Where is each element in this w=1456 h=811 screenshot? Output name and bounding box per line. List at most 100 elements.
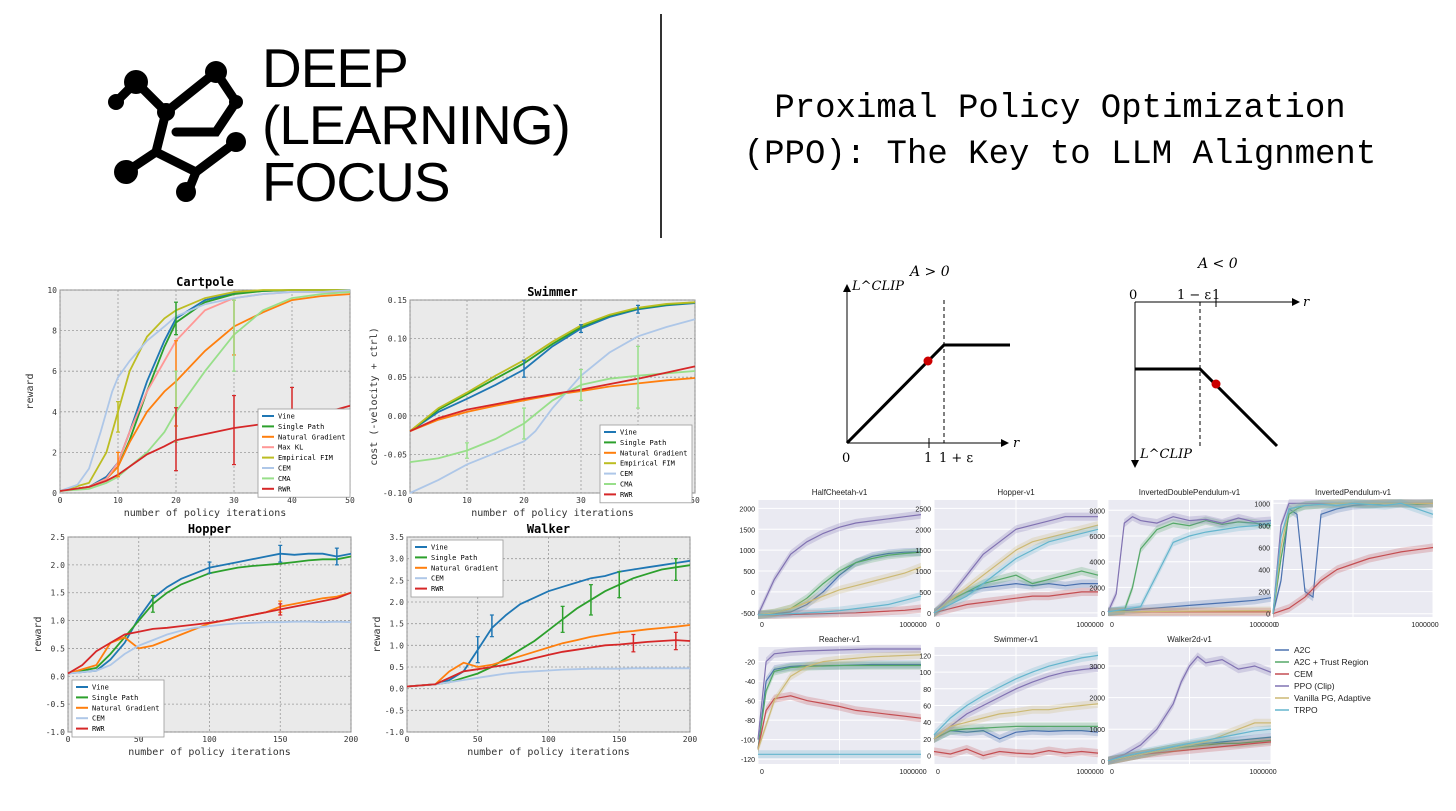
series-line — [1107, 515, 1272, 613]
header-divider — [660, 14, 662, 238]
y-tick-label: 2000 — [739, 506, 755, 513]
page-title: Proximal Policy Optimization (PPO): The … — [680, 86, 1440, 178]
series-line — [1272, 502, 1434, 614]
series-band — [934, 521, 1098, 617]
x-tick-label: 150 — [273, 735, 288, 744]
y-tick-label: 4 — [52, 408, 57, 417]
series-line — [406, 559, 691, 688]
series-line — [757, 695, 922, 750]
chart-hopper_a: 0 50 100 150 200 -1.0 -0.5 0.0 0.5 1.0 1.5 2.0 2.5 Ho… — [33, 522, 358, 758]
y-tick-label: 0 — [52, 489, 57, 498]
series-band — [758, 661, 921, 754]
y-tick-label: 500 — [919, 590, 931, 597]
x-tick-label: 30 — [576, 496, 586, 505]
legend-label: Single Path — [431, 554, 477, 562]
y-tick-label: 3.0 — [390, 555, 405, 564]
x-tick-label: 0 — [1275, 622, 1279, 629]
y-tick-label: 2500 — [915, 506, 931, 513]
series-line — [933, 748, 1099, 757]
y-tick-label: 0.0 — [390, 685, 405, 694]
clip-objective-line — [1135, 367, 1279, 448]
diagram-title: A > 0 — [908, 264, 950, 280]
x-tick-label: 20 — [519, 496, 529, 505]
y-tick-label: 0.5 — [390, 663, 405, 672]
diagram-title: A < 0 — [1196, 256, 1238, 272]
x-tick-label: 10 — [113, 496, 123, 505]
x-axis-label: r — [1013, 436, 1020, 451]
y-tick-label: -100 — [741, 738, 755, 745]
legend-label: Vanilla PG, Adaptive — [1294, 693, 1371, 703]
chart-swimmer_b: 0 20 40 60 80 100 120 0 1000000 Swimmer-v1 — [919, 635, 1103, 776]
series-line — [757, 648, 921, 740]
title-line: (PPO): The Key to LLM Alignment — [743, 136, 1377, 174]
legend-label: Vine — [431, 544, 448, 552]
y-tick-label: 10 — [47, 286, 57, 295]
y-tick-label: 800 — [1258, 523, 1270, 530]
y-tick-label: -40 — [745, 679, 755, 686]
legend-label: CMA — [278, 475, 291, 483]
logo-line: DEEP — [262, 37, 409, 99]
x-tick-label: 50 — [473, 735, 483, 744]
current-ratio-point — [1211, 379, 1221, 389]
series-band — [934, 699, 1098, 743]
y-tick-label: -0.5 — [385, 706, 404, 715]
y-tick-label: 600 — [1258, 545, 1270, 552]
logo-line: (LEARNING) — [262, 94, 571, 156]
chart-swimmer: 01020304050-0.10-0.050.000.050.100.15Swi… — [369, 285, 700, 519]
chart-title: Cartpole — [176, 275, 234, 289]
chart-cartpole: 0 10 20 30 40 50 0 2 4 6 8 10 Cartpole number of poli… — [25, 275, 355, 519]
y-tick-label: -60 — [745, 699, 755, 706]
legend: Vine Single Path Natural Gradient CEM RWR — [410, 539, 504, 598]
x-tick-label: 1000000 — [899, 622, 926, 629]
y-tick-label: 2000 — [1089, 696, 1105, 703]
y-tick-label: -120 — [741, 757, 755, 764]
y-tick-label: -0.05 — [383, 450, 407, 459]
legend-label: Natural Gradient — [92, 704, 159, 712]
y-axis-label: L^CLIP — [851, 279, 904, 294]
y-tick-label: 1.5 — [390, 620, 405, 629]
y-tick-label: 0.15 — [388, 296, 407, 305]
series-line — [933, 654, 1099, 736]
legend-box — [257, 408, 351, 498]
series-band — [1273, 499, 1433, 618]
legend-label: CEM — [431, 575, 444, 583]
y-tick-label: 2000 — [915, 527, 931, 534]
y-tick-label: 1000 — [739, 548, 755, 555]
y-tick-label: 0.00 — [388, 412, 407, 421]
series-band — [758, 604, 921, 619]
x-tick-label: 0 — [408, 496, 413, 505]
x-tick-label: 0 — [1110, 622, 1114, 629]
y-axis-label: reward — [25, 373, 36, 409]
x-tick-label: 100 — [202, 735, 217, 744]
logo-line: FOCUS — [262, 151, 450, 213]
tick-label: 1 − ε — [1177, 288, 1211, 303]
series-line — [409, 365, 696, 433]
series-line — [757, 551, 922, 616]
title-line: Proximal Policy Optimization — [774, 90, 1346, 128]
chart-title: Walker2d-v1 — [1167, 635, 1212, 644]
legend-label: A2C + Trust Region — [1294, 657, 1369, 667]
series-line — [59, 291, 351, 492]
chart-walker: 0 50 100 150 200 -1.0 -0.5 0.0 0.5 1.0 1.5 2.0 2.5 3.… — [372, 522, 697, 758]
y-axis-label: reward — [33, 616, 44, 652]
y-tick-label: 0 — [927, 754, 931, 761]
legend-label: RWR — [431, 585, 444, 593]
series-line — [59, 289, 350, 492]
series-line — [406, 624, 691, 688]
chart-title: Swimmer — [527, 285, 578, 299]
x-axis-label: number of policy iterations — [128, 747, 291, 758]
legend-label: Vine — [92, 684, 109, 692]
legend-label: CMA — [620, 481, 633, 489]
series-line — [933, 591, 1098, 614]
series-band — [1108, 516, 1271, 616]
x-tick-label: 10 — [462, 496, 472, 505]
legend-rl-algorithms: A2C A2C + Trust Region CEM PPO (Clip) Vanill… — [1275, 645, 1371, 715]
legend: Vine Single Path Natural Gradient CEM RWR — [71, 679, 165, 738]
legend-label: RWR — [620, 491, 633, 499]
x-axis-label: number of policy iterations — [467, 747, 630, 758]
legend-label: Natural Gradient — [431, 564, 498, 572]
x-tick-label: 1000000 — [1076, 622, 1103, 629]
y-tick-label: 0 — [927, 611, 931, 618]
legend-label: TRPO — [1294, 705, 1318, 715]
x-tick-label: 40 — [287, 496, 297, 505]
